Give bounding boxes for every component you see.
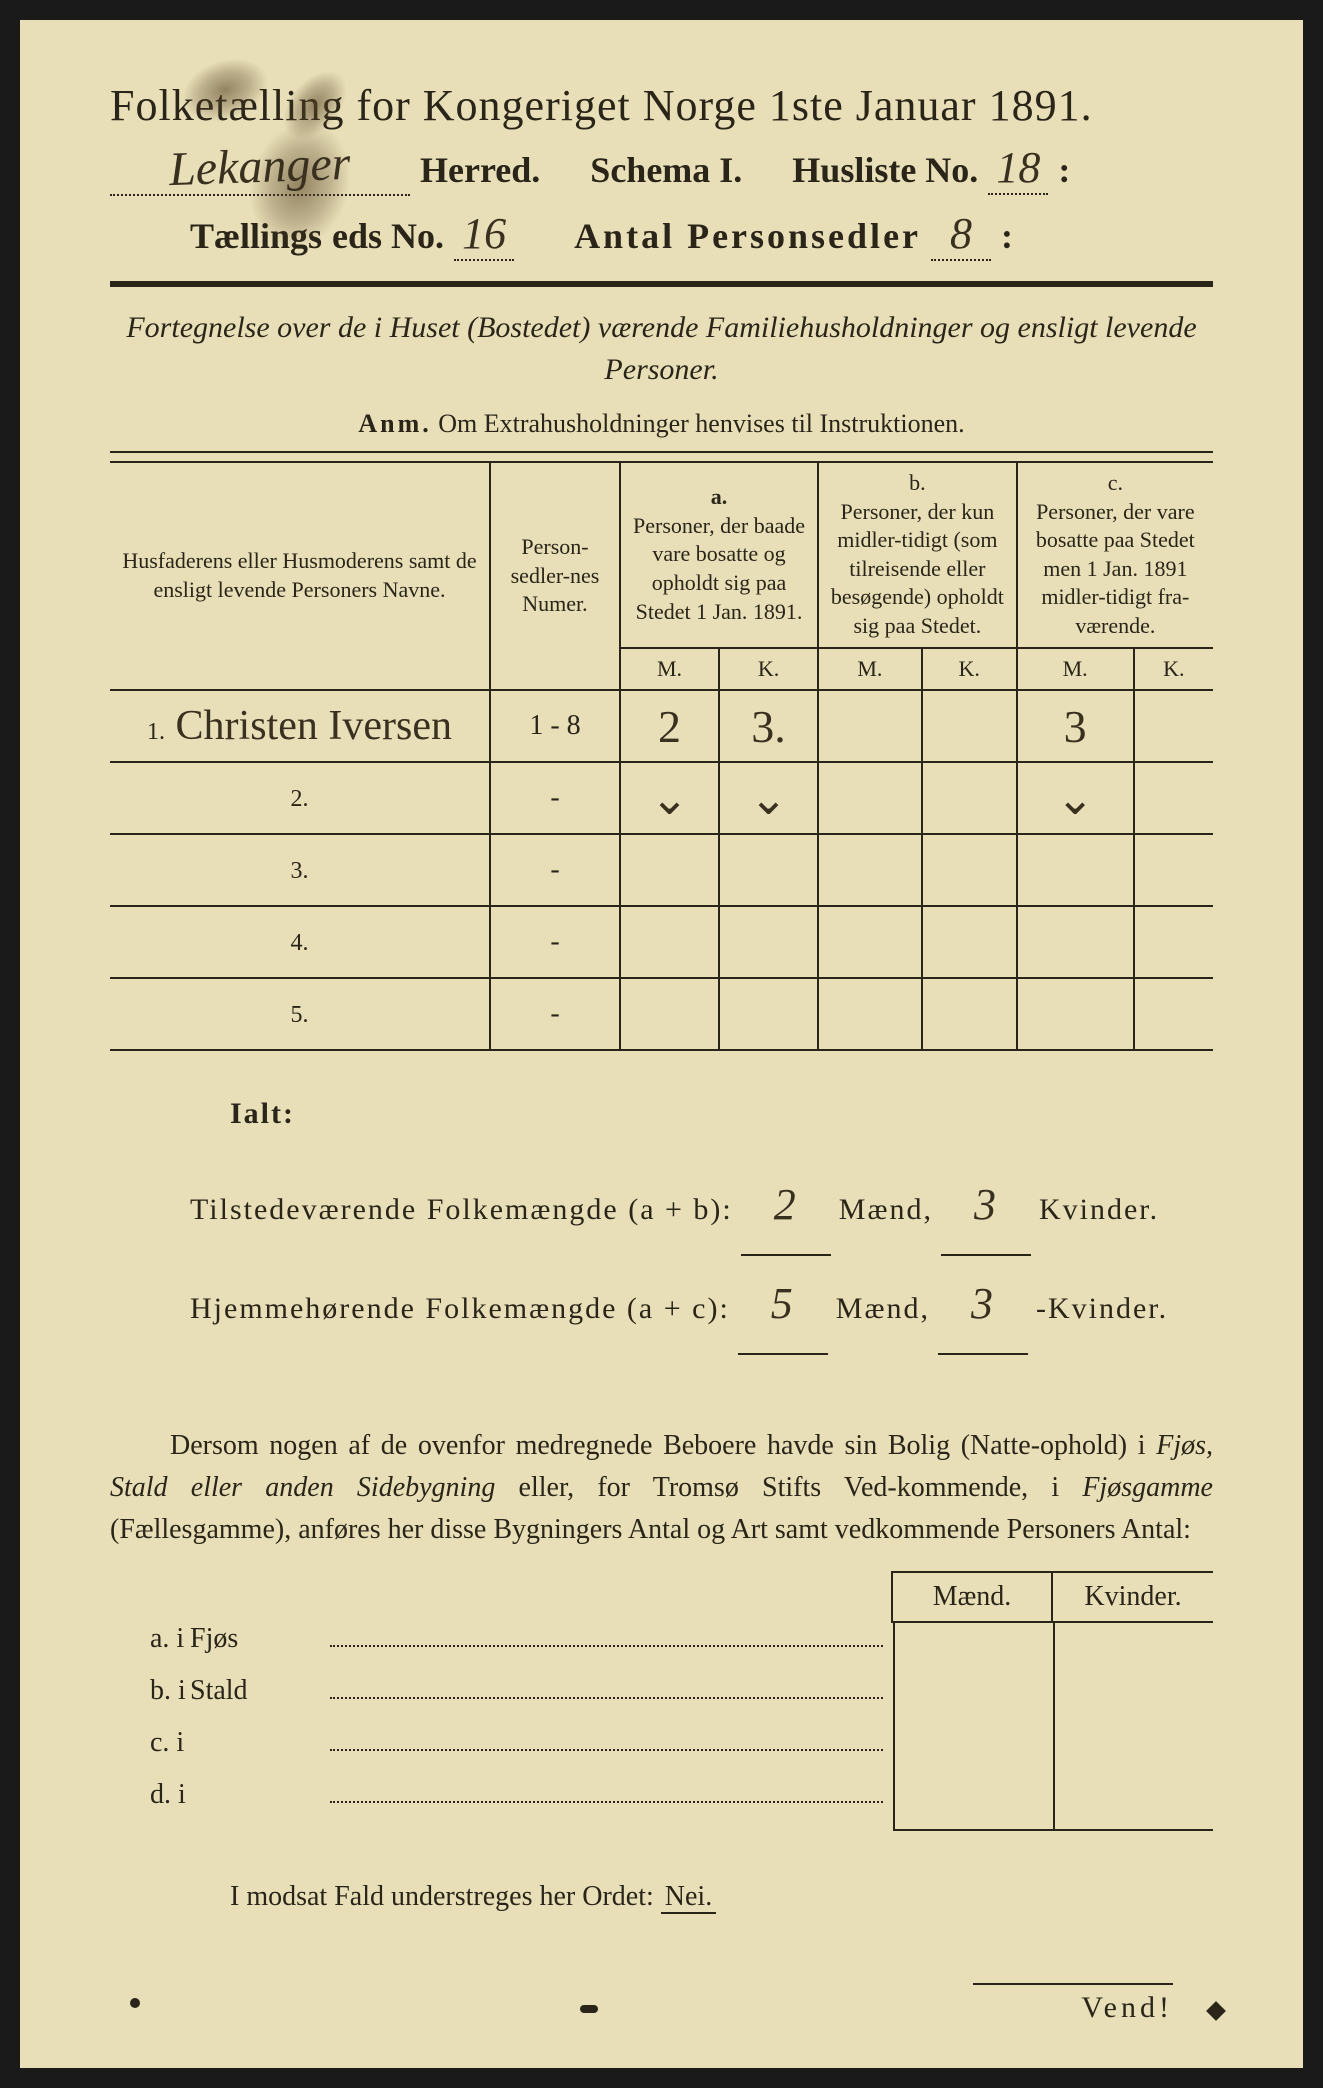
subtitle: Fortegnelse over de i Huset (Bostedet) v…: [110, 307, 1213, 391]
kreds-value: 16: [462, 208, 506, 259]
col-header-names: Husfaderens eller Husmoderens samt de en…: [110, 462, 490, 690]
anm-line: Anm. Om Extrahusholdninger henvises til …: [110, 409, 1213, 439]
mk-header: M.: [818, 648, 922, 691]
page-title: Folketælling for Kongeriget Norge 1ste J…: [110, 80, 1213, 131]
thin-rule: [110, 451, 1213, 453]
herred-label: Herred.: [420, 149, 540, 191]
thick-rule: [110, 281, 1213, 287]
paragraph: Dersom nogen af de ovenfor medregnede Be…: [110, 1425, 1213, 1551]
col-header-a: a. Personer, der baade vare bosatte og o…: [620, 462, 818, 648]
mk-header: K.: [719, 648, 818, 691]
col-header-c: c. Personer, der vare bosatte paa Stedet…: [1017, 462, 1213, 648]
header-line-2: Lekanger Herred. Schema I. Husliste No. …: [110, 139, 1213, 196]
table-row: 1. Christen Iversen 1 - 8 2 3. 3: [110, 690, 1213, 762]
building-mk-cells: [893, 1623, 1213, 1831]
building-row: b. i Stald: [110, 1675, 893, 1727]
mark: [130, 1998, 140, 2008]
anm-label: Anm.: [358, 409, 431, 438]
mk-header: K.: [922, 648, 1017, 691]
herred-value: Lekanger: [168, 136, 351, 197]
personsedler-label: Antal Personsedler: [574, 215, 921, 257]
totals-row-2: Hjemmehørende Folkemængde (a + c): 5 Mæn…: [190, 1256, 1213, 1355]
building-table: Mænd. Kvinder. a. i Fjøs b. i Stald c. i…: [110, 1571, 1213, 1831]
footer-line: I modsat Fald understreges her Ordet: Ne…: [110, 1881, 1213, 1913]
census-form-page: Folketælling for Kongeriget Norge 1ste J…: [20, 20, 1303, 2068]
schema-label: Schema I.: [590, 149, 742, 191]
mark: [580, 2005, 598, 2013]
mk-header: M.: [1017, 648, 1134, 691]
main-table: Husfaderens eller Husmoderens samt de en…: [110, 461, 1213, 1051]
building-row: a. i Fjøs: [110, 1623, 893, 1675]
vend-label: Vend!: [973, 1983, 1173, 2025]
col-header-b: b. Personer, der kun midler-tidigt (som …: [818, 462, 1017, 648]
building-row: c. i: [110, 1727, 893, 1779]
building-mk-header: Mænd. Kvinder.: [891, 1571, 1213, 1623]
totals-block: Ialt: Tilstedeværende Folkemængde (a + b…: [110, 1081, 1213, 1355]
mk-header: M.: [620, 648, 719, 691]
table-row: 5. -: [110, 978, 1213, 1050]
mark: [1206, 2001, 1226, 2021]
table-row: 2. - ⌄ ⌄ ⌄: [110, 762, 1213, 834]
table-row: 4. -: [110, 906, 1213, 978]
husliste-value: 18: [996, 142, 1040, 193]
mk-header: K.: [1134, 648, 1213, 691]
ialt-label: Ialt:: [190, 1081, 1213, 1147]
table-row: 3. -: [110, 834, 1213, 906]
kreds-label-post: eds No.: [332, 215, 444, 257]
personsedler-value: 8: [950, 208, 972, 259]
anm-text: Om Extrahusholdninger henvises til Instr…: [438, 409, 964, 438]
col-header-numer: Person-sedler-nes Numer.: [490, 462, 620, 690]
husliste-label: Husliste No.: [792, 149, 978, 191]
building-row: d. i: [110, 1779, 893, 1831]
totals-row-1: Tilstedeværende Folkemængde (a + b): 2 M…: [190, 1157, 1213, 1256]
